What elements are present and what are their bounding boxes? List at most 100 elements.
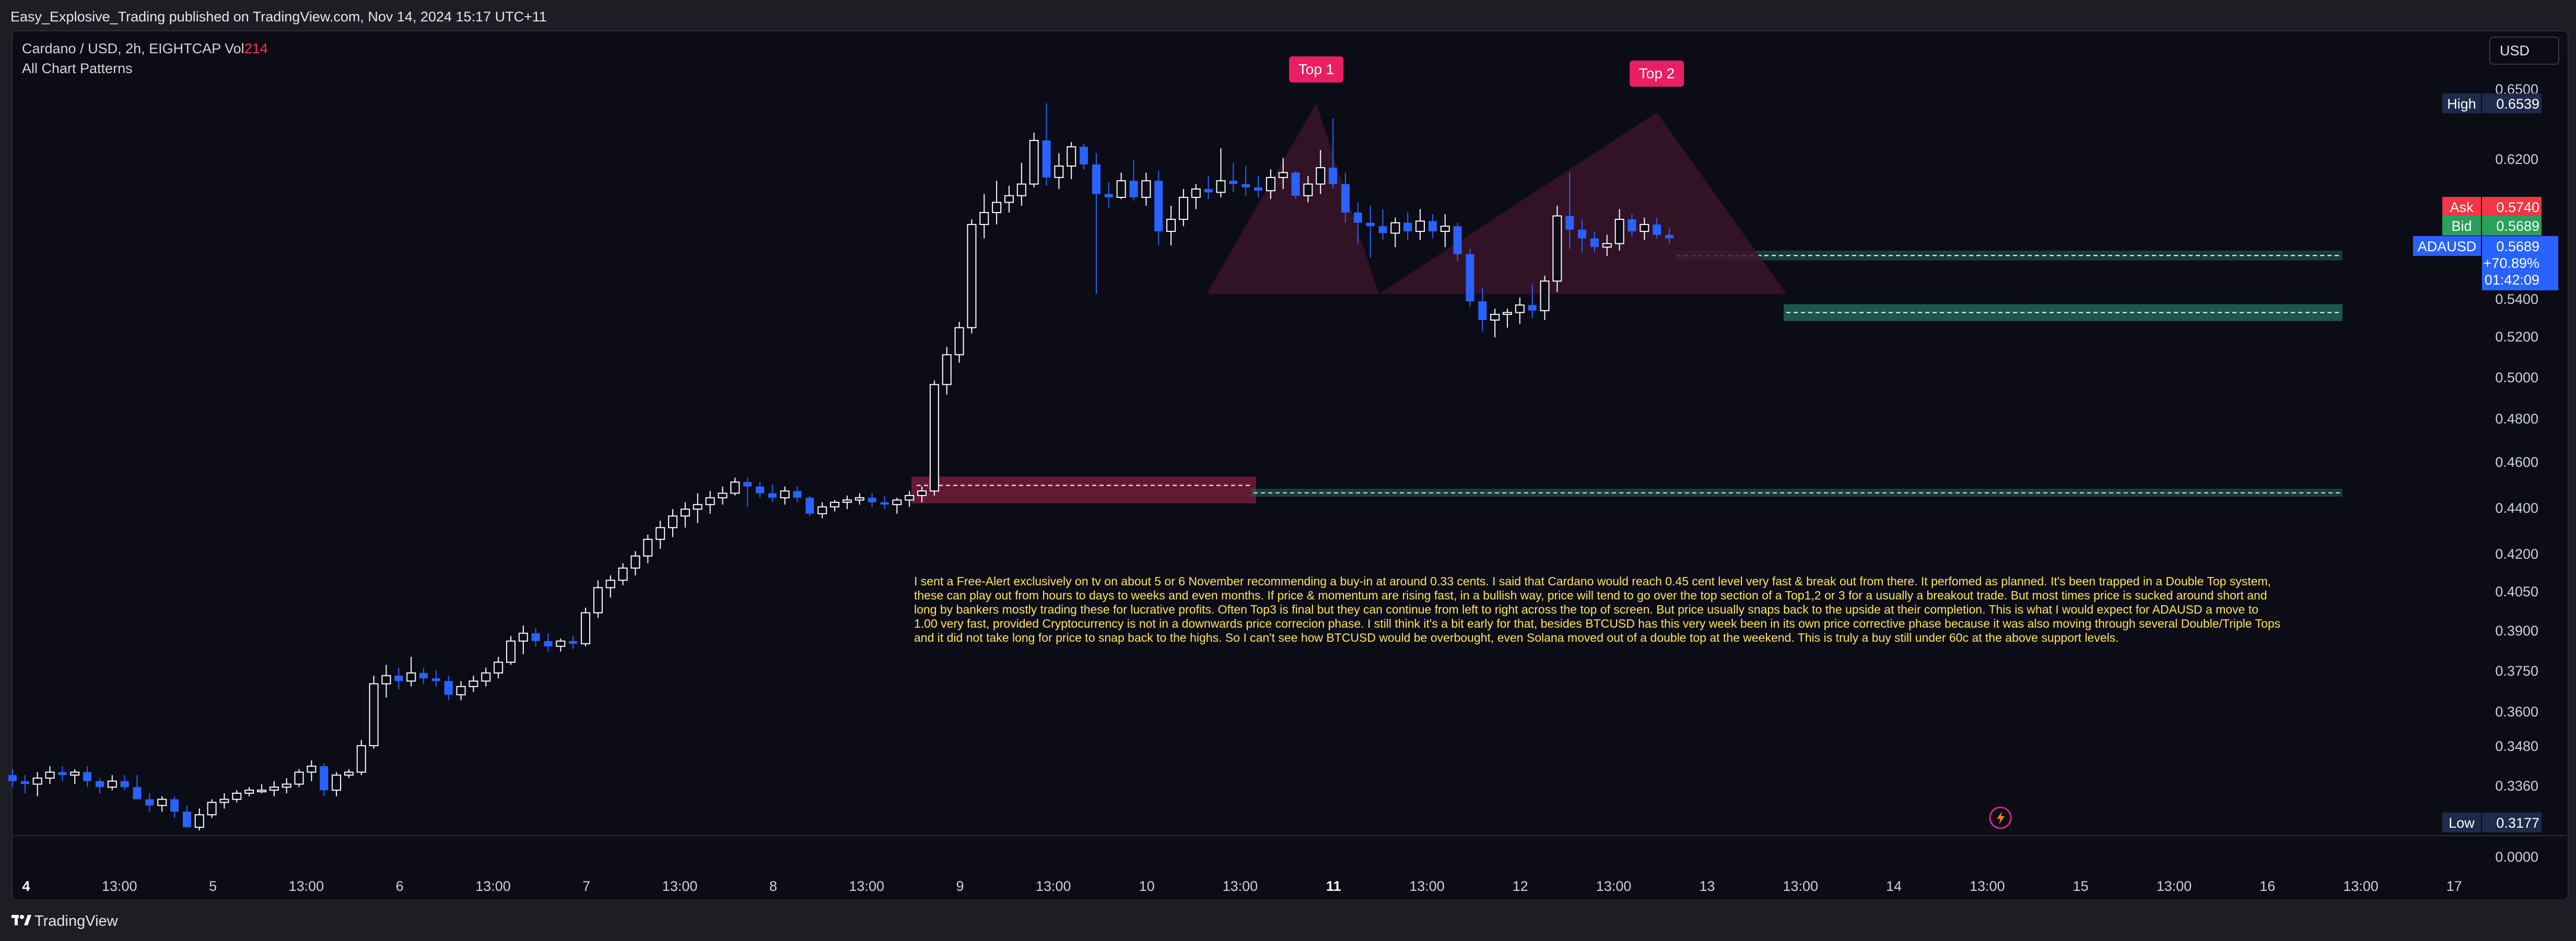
candle (1403, 212, 1412, 240)
candle-body (544, 641, 553, 646)
price-tick-label: 0.4200 (2495, 546, 2538, 562)
candle-body (1640, 224, 1649, 232)
candle-body (1578, 229, 1587, 239)
currency-selector[interactable]: USD (2489, 37, 2559, 65)
candle-body (1054, 166, 1064, 178)
candle-body (307, 766, 317, 773)
price-tick-label: 0.3600 (2495, 704, 2538, 720)
candle-body (1067, 146, 1076, 167)
high-tag-value-bg (2482, 93, 2542, 113)
candle-body (1254, 187, 1262, 191)
candle (1242, 166, 1250, 196)
low-tag-value: 0.3177 (2496, 815, 2539, 831)
candle (1415, 209, 1425, 240)
indicator-name[interactable]: All Chart Patterns (22, 61, 133, 76)
last-symbol: ADAUSD (2418, 239, 2477, 254)
candle-body (942, 354, 952, 385)
low-tag: Low 0.3177 (2442, 813, 2542, 832)
candle-body (1104, 194, 1113, 197)
bid-tag-value: 0.5689 (2496, 218, 2539, 234)
candle (320, 763, 329, 796)
candle-body (1540, 280, 1550, 311)
price-tick-label: 0.5400 (2495, 291, 2538, 307)
candle-body (8, 775, 17, 781)
candle (1503, 309, 1512, 328)
candle (569, 636, 578, 649)
candle (1466, 249, 1474, 307)
price-tick-label: 0.0000 (2495, 849, 2538, 865)
candle-body (630, 555, 640, 569)
last-value-bg (2482, 236, 2558, 290)
candle (1665, 228, 1674, 244)
candle-body (1229, 181, 1238, 184)
pattern-label-text: Top 2 (1639, 65, 1675, 81)
symbol-info[interactable]: Cardano / USD, 2h, EIGHTCAP Vol214 (22, 41, 268, 57)
candle (905, 491, 915, 507)
candle-body (1080, 147, 1088, 164)
candle-body (668, 515, 678, 528)
candle-body (842, 499, 852, 503)
candle (880, 495, 889, 509)
price-tick-label: 0.5200 (2495, 329, 2538, 345)
price-tick-label: 0.4050 (2495, 584, 2538, 599)
footer (0, 899, 2576, 941)
lightning-icon[interactable] (1989, 806, 2012, 829)
candle-body (95, 781, 104, 787)
candle (107, 775, 117, 791)
candle-body (1552, 215, 1562, 282)
candle-body (481, 672, 491, 682)
candle (269, 781, 279, 796)
tradingview-brand[interactable]: TradingView (34, 913, 118, 930)
candle (20, 775, 29, 794)
candle (70, 769, 80, 784)
candle (768, 484, 777, 502)
candle (967, 219, 977, 334)
top-1-triangle (1207, 103, 1379, 294)
time-axis: 4 13:00 5 13:00 6 13:00 7 13:00 8 13:00 9 13:00 10 13… (11, 835, 2567, 894)
time-tick-label: 13:00 (1036, 878, 1071, 894)
candle-body (219, 798, 229, 803)
candle-body (1440, 226, 1450, 232)
candle-body (1403, 222, 1412, 232)
candle-body (1166, 219, 1176, 232)
candle (630, 551, 640, 575)
candle-body (556, 640, 566, 647)
tradingview-logo-icon[interactable] (11, 913, 31, 927)
candle (1627, 214, 1636, 237)
pattern-label-text: Top 1 (1298, 61, 1334, 77)
candle-body (506, 640, 516, 663)
candle (282, 778, 291, 794)
candle (232, 790, 242, 803)
candle (718, 486, 728, 505)
candle (207, 799, 217, 818)
candle (494, 656, 504, 679)
candle (332, 772, 342, 796)
candle (668, 509, 678, 537)
candle-body (145, 799, 154, 806)
candle-body (1565, 216, 1574, 230)
high-tag-label-bg (2442, 93, 2481, 113)
last-countdown: 01:42:09 (2485, 272, 2539, 288)
candle-body (1653, 224, 1661, 235)
candle (1303, 175, 1313, 203)
candle-body (1042, 140, 1051, 178)
candle (1216, 148, 1226, 197)
candle-body (1204, 189, 1213, 193)
candle (842, 495, 852, 509)
candle-body (1490, 314, 1500, 321)
candle-body (170, 799, 179, 812)
time-tick-label: 6 (396, 878, 404, 894)
time-tick-label: 13:00 (1223, 878, 1258, 894)
candle-body (294, 771, 304, 785)
candle (1640, 217, 1649, 240)
candle (1316, 150, 1326, 194)
zones-layer (911, 250, 2343, 504)
candle-body (830, 501, 840, 508)
candle (1515, 297, 1525, 324)
candle-body (1428, 221, 1437, 232)
price-tick-label: 0.4800 (2495, 411, 2538, 427)
volume-value: 214 (244, 41, 268, 56)
candle-body (58, 772, 67, 775)
candle-body (381, 675, 391, 685)
